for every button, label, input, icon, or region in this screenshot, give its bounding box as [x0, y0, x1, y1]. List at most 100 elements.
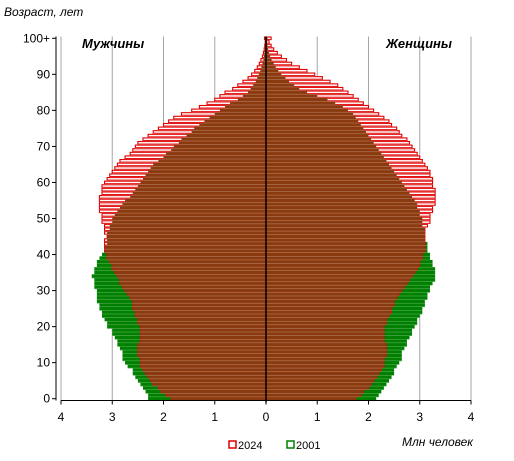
bar-overlap-male: [261, 65, 266, 70]
bar-overlap-male: [181, 137, 266, 142]
bar-overlap-female: [266, 119, 359, 124]
bar-overlap-female: [266, 61, 274, 66]
bar-overlap-male: [248, 90, 266, 95]
bar-overlap-female: [266, 378, 374, 383]
bar-overlap-male: [145, 371, 266, 376]
bar-overlap-male: [166, 393, 266, 398]
bar-overlap-female: [266, 166, 392, 171]
bar-overlap-female: [266, 97, 328, 102]
bar-overlap-male: [237, 97, 266, 102]
bar-overlap-female: [266, 324, 384, 329]
bar-overlap-female: [266, 346, 387, 351]
bar-overlap-female: [266, 151, 382, 156]
bar-overlap-female: [266, 342, 387, 347]
bar-overlap-male: [209, 115, 266, 120]
bar-overlap-male: [119, 277, 266, 282]
bar-overlap-female: [266, 79, 290, 84]
y-tick-label: 90: [37, 67, 51, 81]
bar-overlap-male: [107, 231, 266, 236]
bar-overlap-male: [112, 263, 266, 268]
bar-overlap-male: [140, 335, 266, 340]
bar-overlap-female: [266, 47, 269, 52]
bar-overlap-female: [266, 386, 369, 390]
x-tick-label: 2: [365, 410, 372, 424]
bar-overlap-female: [266, 180, 402, 185]
bar-overlap-male: [158, 159, 266, 163]
bar-overlap-female: [266, 249, 425, 254]
bar-overlap-male: [242, 94, 266, 99]
bar-overlap-male: [132, 306, 266, 311]
y-tick-label: 30: [37, 284, 51, 298]
x-tick-label: 3: [109, 410, 116, 424]
bar-overlap-male: [171, 148, 266, 153]
bar-overlap-female: [266, 245, 425, 250]
bar-overlap-male: [148, 169, 266, 174]
bar-overlap-male: [137, 321, 266, 326]
bar-overlap-male: [163, 155, 266, 160]
legend-label-2024: 2024: [238, 440, 262, 452]
bar-overlap-female: [266, 58, 272, 63]
bar-overlap-female: [266, 216, 423, 221]
bar-overlap-female: [266, 162, 389, 167]
bar-overlap-female: [266, 112, 354, 117]
x-tick-label: 1: [314, 410, 321, 424]
bar-overlap-female: [266, 267, 418, 272]
bar-overlap-male: [262, 61, 266, 66]
bar-overlap-female: [266, 205, 418, 210]
bar-overlap-male: [137, 346, 266, 351]
bar-overlap-male: [135, 314, 266, 318]
bar-overlap-female: [266, 332, 384, 336]
bar-overlap-male: [257, 76, 266, 81]
bar-overlap-female: [266, 231, 425, 236]
bar-overlap-female: [266, 108, 348, 113]
bar-overlap-male: [107, 241, 266, 246]
bar-overlap-male: [119, 281, 266, 286]
bar-overlap-male: [263, 58, 266, 63]
bar-overlap-female: [266, 292, 400, 297]
bar-overlap-male: [140, 339, 266, 344]
bar-overlap-female: [266, 104, 343, 109]
bar-overlap-female: [266, 256, 423, 261]
bar-overlap-female: [266, 353, 387, 358]
bar-overlap-male: [109, 223, 266, 228]
bar-overlap-male: [130, 295, 266, 300]
bar-overlap-male: [140, 364, 266, 369]
bar-overlap-female: [266, 50, 270, 55]
bar-overlap-female: [266, 65, 276, 70]
bar-overlap-female: [266, 141, 374, 145]
bar-overlap-male: [132, 303, 266, 308]
bar-overlap-female: [266, 314, 389, 318]
bar-overlap-female: [266, 54, 271, 59]
bar-overlap-male: [125, 288, 266, 293]
bar-overlap-male: [132, 191, 266, 196]
bar-overlap-female: [266, 159, 387, 163]
bar-overlap-male: [104, 245, 266, 250]
bar-overlap-male: [127, 292, 266, 297]
bar-overlap-female: [266, 220, 423, 225]
y-tick-label: 100+: [23, 31, 50, 45]
bar-overlap-female: [266, 177, 400, 181]
bar-overlap-male: [125, 198, 266, 203]
bar-overlap-male: [166, 151, 266, 156]
bar-overlap-female: [266, 371, 379, 376]
bar-overlap-male: [140, 328, 266, 333]
bar-overlap-male: [107, 238, 266, 243]
bar-overlap-female: [266, 76, 286, 81]
bar-overlap-male: [150, 378, 266, 383]
y-tick-label: 0: [43, 392, 50, 406]
bar-overlap-male: [253, 83, 266, 88]
y-tick-label: 10: [37, 356, 51, 370]
bar-overlap-female: [266, 270, 415, 275]
bar-overlap-male: [140, 360, 266, 365]
bar-overlap-female: [266, 321, 387, 326]
bar-overlap-male: [137, 350, 266, 354]
bar-overlap-male: [186, 133, 266, 138]
bar-overlap-male: [117, 209, 266, 214]
bar-overlap-female: [266, 259, 420, 264]
bar-overlap-female: [266, 288, 402, 293]
bar-overlap-male: [114, 270, 266, 275]
bar-overlap-male: [135, 310, 266, 315]
bar-overlap-female: [266, 303, 395, 308]
bar-overlap-male: [263, 54, 266, 59]
